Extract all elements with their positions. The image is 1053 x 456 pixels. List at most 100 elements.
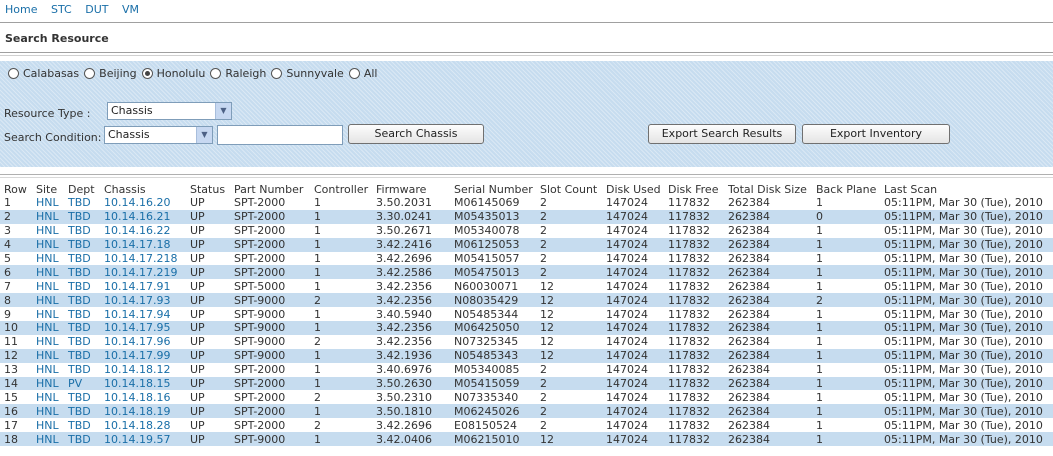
table-cell-link[interactable]: TBD — [64, 237, 100, 252]
table-cell-link[interactable]: TBD — [64, 432, 100, 447]
table-cell-link[interactable]: 10.14.17.91 — [104, 279, 171, 293]
table-cell-link[interactable]: HNL — [32, 376, 64, 391]
radio-calabasas[interactable] — [8, 67, 19, 79]
table-cell: 117832 — [664, 432, 724, 447]
table-cell-link[interactable]: TBD — [64, 348, 100, 363]
table-cell-link[interactable]: HNL — [36, 252, 59, 265]
table-cell-link[interactable]: 10.14.18.19 — [100, 404, 186, 419]
table-cell-link[interactable]: TBD — [64, 321, 100, 335]
table-cell-link[interactable]: HNL — [36, 196, 59, 210]
table-cell-link[interactable]: HNL — [32, 209, 64, 224]
table-cell: 262384 — [724, 404, 812, 419]
chevron-down-icon[interactable]: ▼ — [215, 103, 231, 119]
radio-beijing[interactable] — [84, 67, 96, 79]
resource-type-select[interactable]: Chassis ▼ — [107, 102, 232, 120]
radio-raleigh[interactable] — [210, 67, 222, 79]
table-cell-link[interactable]: HNL — [36, 224, 59, 238]
table-cell-link[interactable]: TBD — [68, 335, 91, 349]
table-cell-link[interactable]: 10.14.17.219 — [100, 265, 186, 280]
table-cell-link[interactable]: HNL — [32, 265, 64, 280]
table-cell-link[interactable]: TBD — [68, 307, 91, 321]
nav-stc-link[interactable]: STC — [50, 3, 72, 16]
table-row: 4 HNL TBD 10.14.17.18 UP SPT-2000 1 3.42.2416 M0… — [0, 237, 1053, 252]
table-cell: M05340078 — [454, 224, 520, 238]
site-option-honolulu[interactable]: Honolulu — [141, 67, 205, 80]
table-cell: 05:11PM, Mar 30 (Tue), 2010 — [884, 363, 1043, 377]
table-cell-link[interactable]: HNL — [32, 237, 64, 252]
table-cell-link[interactable]: 10.14.17.94 — [104, 307, 171, 321]
table-cell: 3.50.2630 — [372, 376, 450, 391]
table-cell-link[interactable]: TBD — [68, 224, 91, 238]
table-cell: 2 — [536, 376, 602, 391]
table-cell: SPT-9000 — [230, 432, 310, 447]
table-cell-link[interactable]: HNL — [32, 348, 64, 363]
nav-vm-link[interactable]: VM — [121, 3, 139, 16]
radio-honolulu[interactable] — [141, 67, 153, 79]
export-inventory-button[interactable]: Export Inventory — [802, 124, 950, 144]
table-cell-link[interactable]: 10.14.17.99 — [100, 348, 186, 363]
table-cell-link[interactable]: 10.14.18.28 — [104, 418, 171, 432]
table-cell-link[interactable]: TBD — [64, 404, 100, 419]
table-cell-link[interactable]: TBD — [68, 390, 91, 404]
table-cell-link[interactable]: 10.14.17.218 — [104, 252, 178, 265]
site-option-sunnyvale[interactable]: Sunnyvale — [271, 67, 344, 80]
table-cell: 12 — [536, 348, 602, 363]
table-cell: M05415057 — [454, 252, 520, 265]
table-cell-link[interactable]: TBD — [68, 363, 91, 377]
site-option-beijing[interactable]: Beijing — [84, 67, 137, 80]
radio-sunnyvale[interactable] — [271, 67, 283, 79]
table-cell: 05:11PM, Mar 30 (Tue), 2010 — [884, 224, 1043, 238]
table-cell: 05:11PM, Mar 30 (Tue), 2010 — [884, 307, 1043, 321]
table-cell-link[interactable]: 10.14.16.21 — [100, 209, 186, 224]
table-cell-link[interactable]: HNL — [36, 363, 59, 377]
table-cell-link[interactable]: TBD — [64, 209, 100, 224]
search-condition-select[interactable]: Chassis ▼ — [104, 126, 213, 144]
table-cell: UP — [186, 209, 230, 224]
table-cell-link[interactable]: 10.14.17.96 — [104, 335, 171, 349]
table-cell: 05:11PM, Mar 30 (Tue), 2010 — [880, 348, 1053, 363]
site-option-raleigh[interactable]: Raleigh — [210, 67, 266, 80]
table-cell-link[interactable]: 10.14.16.20 — [104, 196, 171, 210]
table-cell-link[interactable]: 10.14.17.95 — [100, 321, 186, 335]
search-condition-input[interactable] — [217, 125, 343, 145]
table-cell-link[interactable]: TBD — [68, 196, 91, 210]
table-cell-link[interactable]: HNL — [36, 418, 59, 432]
table-cell-link[interactable]: 10.14.18.15 — [100, 376, 186, 391]
site-option-all[interactable]: All — [348, 67, 377, 80]
table-cell-link[interactable]: HNL — [36, 335, 59, 349]
table-cell: 147024 — [602, 348, 664, 363]
chevron-down-icon[interactable]: ▼ — [196, 127, 212, 143]
table-cell-link[interactable]: TBD — [68, 418, 91, 432]
table-cell-link[interactable]: 10.14.17.18 — [100, 237, 186, 252]
table-cell-link[interactable]: TBD — [68, 279, 91, 293]
table-cell-link[interactable]: HNL — [32, 321, 64, 335]
table-cell-link[interactable]: 10.14.18.16 — [104, 390, 171, 404]
export-search-results-button[interactable]: Export Search Results — [648, 124, 796, 144]
table-cell: 2 — [536, 237, 602, 252]
table-cell-link[interactable]: HNL — [32, 293, 64, 308]
table-cell-link[interactable]: HNL — [36, 279, 59, 293]
search-chassis-button[interactable]: Search Chassis — [348, 124, 484, 144]
table-cell-link[interactable]: 10.14.19.57 — [100, 432, 186, 447]
table-cell-link[interactable]: HNL — [32, 432, 64, 447]
table-cell-link[interactable]: HNL — [32, 404, 64, 419]
table-cell: M05475013 — [450, 265, 536, 280]
table-cell-link[interactable]: PV — [64, 376, 100, 391]
table-cell-link[interactable]: TBD — [68, 252, 91, 265]
table-cell-link[interactable]: TBD — [64, 265, 100, 280]
column-header: Dept — [68, 182, 95, 196]
table-cell: 117832 — [668, 196, 710, 210]
site-label: Raleigh — [225, 66, 267, 80]
table-cell-link[interactable]: HNL — [36, 390, 59, 404]
table-cell-link[interactable]: HNL — [36, 307, 59, 321]
nav-home-link[interactable]: Home — [5, 3, 38, 16]
table-cell-link[interactable]: 10.14.16.22 — [104, 224, 171, 238]
table-cell-link[interactable]: 10.14.18.12 — [104, 363, 171, 377]
table-cell: M06145069 — [454, 196, 520, 210]
site-option-calabasas[interactable]: Calabasas — [8, 67, 79, 80]
nav-dut-link[interactable]: DUT — [85, 3, 109, 16]
table-cell-link[interactable]: TBD — [64, 293, 100, 308]
table-cell: 2 — [0, 209, 32, 224]
table-cell-link[interactable]: 10.14.17.93 — [100, 293, 186, 308]
radio-all[interactable] — [348, 67, 360, 79]
